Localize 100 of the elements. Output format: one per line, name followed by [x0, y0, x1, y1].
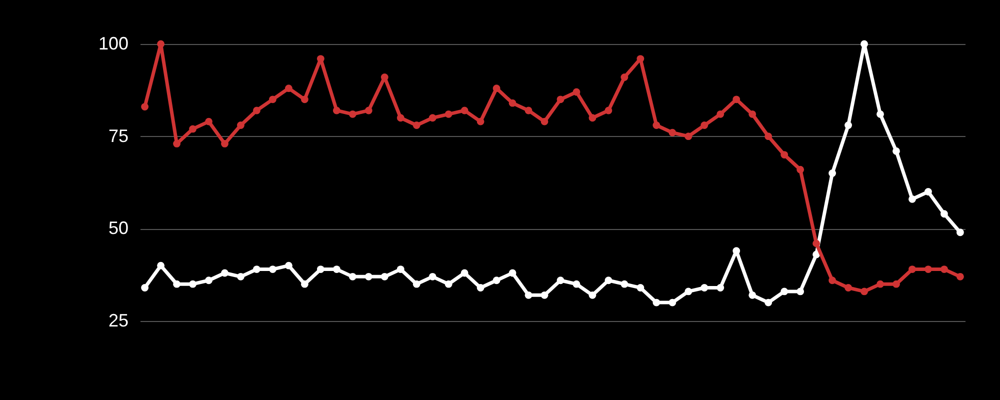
point	[620, 280, 628, 288]
point	[588, 114, 596, 122]
point	[221, 269, 228, 277]
point	[157, 40, 164, 48]
point	[620, 74, 628, 81]
point	[828, 170, 836, 177]
point	[892, 147, 900, 155]
point	[908, 266, 916, 273]
point	[940, 266, 948, 273]
point	[860, 40, 868, 48]
point	[604, 106, 612, 114]
point	[844, 284, 852, 292]
point	[444, 280, 452, 288]
point	[636, 55, 644, 62]
point	[524, 106, 532, 114]
point	[364, 272, 372, 280]
point	[876, 110, 884, 118]
point	[141, 103, 149, 110]
point	[348, 110, 356, 118]
point	[812, 240, 820, 248]
point	[940, 210, 948, 218]
point	[956, 272, 964, 280]
point	[300, 96, 308, 104]
point	[332, 106, 340, 114]
point	[892, 280, 900, 288]
point	[540, 291, 548, 299]
point	[508, 269, 516, 277]
point	[492, 276, 500, 284]
point	[556, 96, 564, 104]
point	[780, 288, 788, 296]
point	[316, 55, 324, 62]
point	[380, 74, 388, 81]
point	[205, 276, 212, 284]
point	[700, 284, 708, 292]
point	[396, 114, 404, 122]
point	[173, 140, 180, 148]
point	[716, 284, 724, 292]
point	[157, 262, 164, 270]
point	[748, 291, 756, 299]
y-tick-label: 75	[108, 126, 128, 146]
point	[860, 288, 868, 296]
point	[237, 272, 244, 280]
point	[284, 84, 292, 92]
point	[492, 84, 500, 92]
point	[444, 110, 452, 118]
point	[796, 166, 804, 174]
point	[876, 280, 884, 288]
point	[844, 122, 852, 129]
point	[540, 118, 548, 126]
point	[268, 266, 276, 273]
point	[716, 110, 724, 118]
point	[268, 96, 276, 104]
point	[476, 118, 484, 126]
point	[412, 280, 420, 288]
point	[700, 122, 708, 129]
point	[221, 140, 228, 148]
point	[572, 280, 580, 288]
point	[205, 118, 212, 126]
point	[652, 298, 660, 306]
point	[668, 128, 676, 136]
point	[604, 276, 612, 284]
point	[908, 195, 916, 203]
point	[556, 276, 564, 284]
point	[684, 132, 692, 140]
point	[460, 106, 468, 114]
point	[764, 132, 772, 140]
point	[380, 272, 388, 280]
point	[748, 110, 756, 118]
point	[412, 122, 420, 129]
point	[508, 99, 516, 107]
point	[588, 291, 596, 299]
point	[652, 122, 660, 129]
point	[764, 298, 772, 306]
point	[956, 228, 964, 236]
point	[141, 284, 149, 292]
point	[636, 284, 644, 292]
point	[300, 280, 308, 288]
point	[428, 272, 436, 280]
point	[668, 298, 676, 306]
point	[524, 291, 532, 299]
y-tick-label: 100	[98, 34, 128, 54]
point	[684, 288, 692, 296]
point	[364, 106, 372, 114]
point	[173, 280, 180, 288]
point	[348, 272, 356, 280]
point	[796, 288, 804, 296]
point	[460, 269, 468, 277]
point	[253, 266, 260, 273]
point	[572, 88, 580, 96]
point	[828, 276, 836, 284]
point	[189, 280, 196, 288]
point	[924, 266, 932, 273]
point	[476, 284, 484, 292]
point	[812, 250, 820, 258]
point	[316, 266, 324, 273]
point	[332, 266, 340, 273]
point	[732, 96, 740, 104]
point	[189, 125, 196, 133]
point	[396, 266, 404, 273]
point	[253, 106, 260, 114]
